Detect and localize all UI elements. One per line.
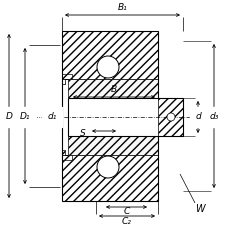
Text: D: D	[5, 112, 12, 122]
Text: C₂: C₂	[122, 216, 131, 226]
Text: d: d	[194, 112, 200, 122]
Text: d₃: d₃	[208, 112, 218, 122]
Polygon shape	[157, 98, 182, 136]
Polygon shape	[68, 136, 157, 155]
Polygon shape	[62, 155, 157, 201]
Text: W: W	[194, 204, 204, 214]
Polygon shape	[62, 74, 72, 84]
Polygon shape	[62, 31, 157, 79]
Polygon shape	[68, 79, 157, 98]
Text: B: B	[110, 85, 117, 95]
Circle shape	[97, 156, 118, 178]
Text: C: C	[123, 207, 129, 216]
Text: S: S	[80, 130, 85, 139]
Polygon shape	[62, 150, 72, 160]
Text: B₁: B₁	[117, 3, 127, 13]
Text: d₁: d₁	[47, 112, 56, 122]
Text: D₁: D₁	[20, 112, 30, 122]
Circle shape	[97, 56, 118, 78]
Circle shape	[166, 113, 174, 121]
